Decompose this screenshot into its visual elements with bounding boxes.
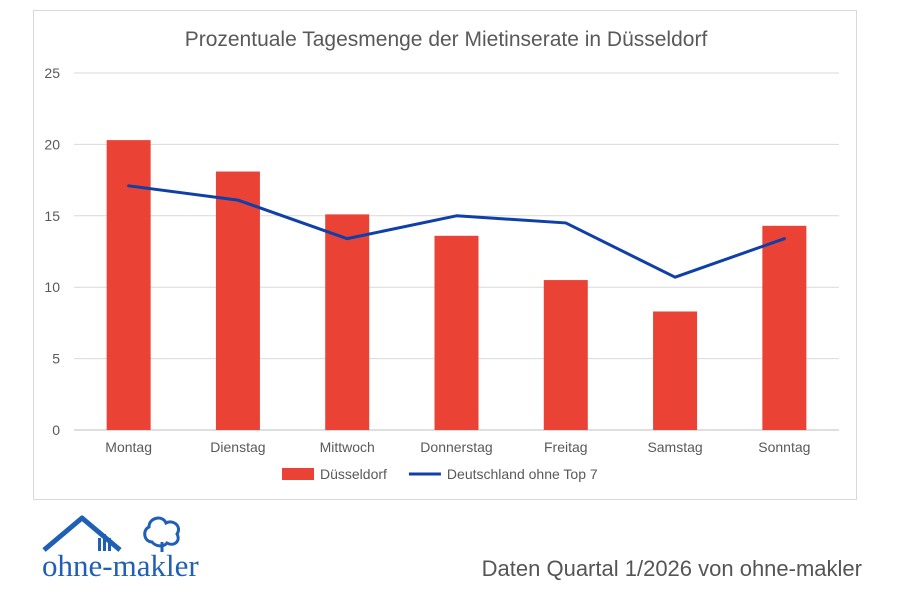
legend-label: Deutschland ohne Top 7 — [447, 466, 598, 482]
chart: Prozentuale Tagesmenge der Mietinserate … — [44, 28, 839, 482]
x-tick-label: Freitag — [544, 439, 588, 455]
x-tick-label: Donnerstag — [420, 439, 492, 455]
bar — [434, 235, 479, 430]
house-and-tree-icon — [42, 515, 181, 552]
data-source-note: Daten Quartal 1/2026 von ohne-makler — [481, 556, 862, 581]
legend: Düsseldorf Deutschland ohne Top 7 — [282, 466, 598, 482]
y-tick-label: 5 — [52, 351, 60, 367]
bar — [543, 280, 588, 430]
x-tick-label: Mittwoch — [320, 439, 375, 455]
x-axis-ticks: Montag Dienstag Mittwoch Donnerstag Freitag S… — [105, 439, 810, 455]
x-tick-label: Montag — [105, 439, 152, 455]
legend-swatch — [282, 468, 314, 480]
legend-item: Düsseldorf — [282, 466, 387, 482]
y-tick-label: 15 — [44, 208, 60, 224]
y-axis-ticks: 0 5 10 15 20 25 — [44, 65, 60, 438]
series-line — [127, 184, 786, 279]
x-tick-label: Dienstag — [210, 439, 265, 455]
x-tick-label: Samstag — [647, 439, 702, 455]
chart-title: Prozentuale Tagesmenge der Mietinserate … — [185, 28, 708, 51]
line-series — [127, 184, 786, 279]
x-tick-label: Sonntag — [758, 439, 810, 455]
bar — [653, 311, 698, 430]
brand-logo-text: ohne-makler — [42, 548, 199, 583]
legend-item: Deutschland ohne Top 7 — [408, 466, 598, 482]
bar — [106, 140, 151, 430]
bar — [325, 214, 370, 430]
y-tick-label: 10 — [44, 279, 60, 295]
y-tick-label: 20 — [44, 136, 60, 152]
y-tick-label: 25 — [44, 65, 60, 81]
bar-series — [106, 140, 807, 431]
chart-frame: Prozentuale Tagesmenge der Mietinserate … — [33, 10, 857, 500]
bar — [762, 225, 807, 430]
y-tick-label: 0 — [52, 422, 60, 438]
bar — [215, 171, 260, 431]
legend-label: Düsseldorf — [320, 466, 387, 482]
